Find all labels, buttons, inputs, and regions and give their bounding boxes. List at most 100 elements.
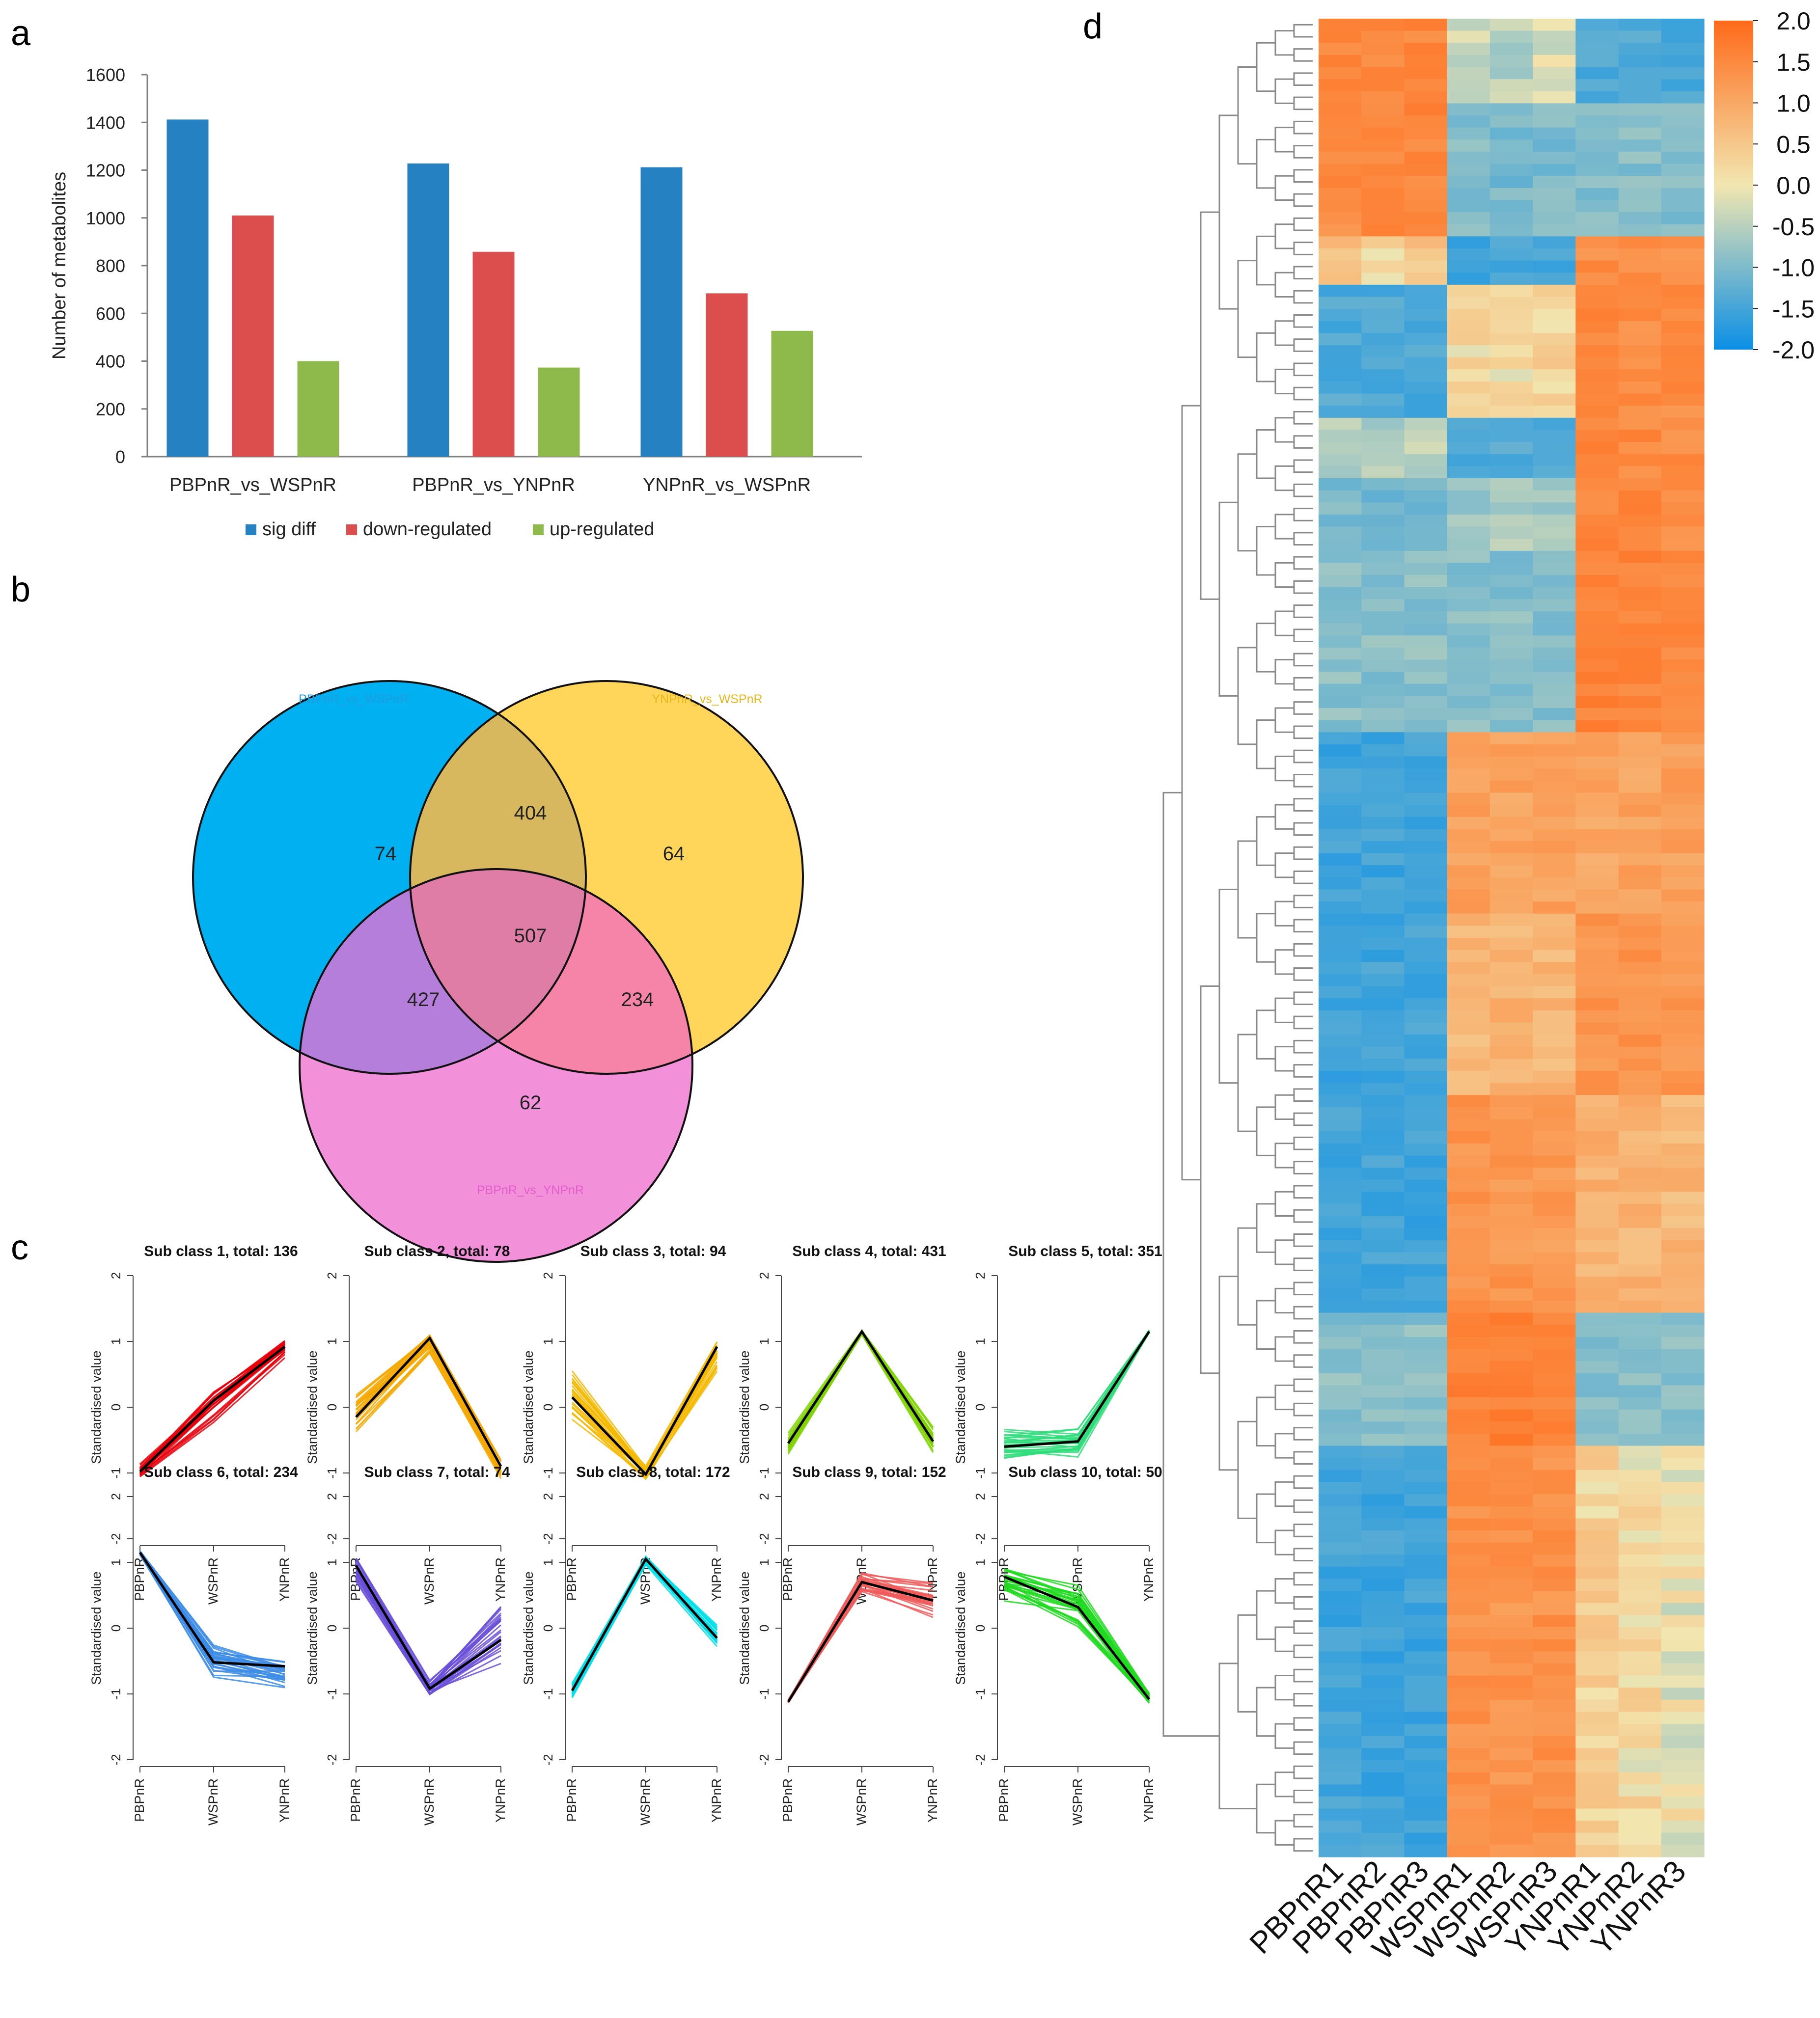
heatmap-cell — [1404, 1264, 1448, 1277]
heatmap-cell — [1447, 696, 1490, 709]
heatmap-cell — [1319, 19, 1362, 31]
heatmap-cell — [1661, 188, 1705, 201]
member-profile-line — [1004, 1332, 1150, 1448]
subclass-title: Sub class 10, total: 50 — [1008, 1464, 1162, 1480]
heatmap-cell — [1319, 1373, 1362, 1386]
dendrogram-branch — [1274, 175, 1294, 201]
heatmap-cell — [1404, 1022, 1448, 1035]
heatmap-cell — [1533, 1300, 1576, 1313]
heatmap-cell — [1361, 1821, 1405, 1833]
heatmap-cell — [1661, 1736, 1705, 1748]
heatmap-cell — [1447, 587, 1490, 600]
heatmap-cell — [1361, 236, 1405, 249]
heatmap-cell — [1489, 635, 1533, 648]
dendrogram-branch — [1293, 1427, 1313, 1441]
heatmap-cell — [1661, 1530, 1705, 1543]
heatmap-cell — [1489, 357, 1533, 370]
heatmap-cell — [1447, 1107, 1490, 1120]
heatmap-cell — [1661, 30, 1705, 43]
heatmap-cell — [1533, 1325, 1576, 1337]
heatmap-cell — [1361, 1107, 1405, 1120]
heatmap-cell — [1575, 877, 1619, 890]
heatmap-cell — [1618, 1216, 1662, 1228]
heatmap-cell — [1447, 1760, 1490, 1773]
y-tick-label: 0 — [115, 447, 125, 467]
legend-label: sig diff — [262, 519, 316, 540]
heatmap-cell — [1575, 357, 1619, 370]
heatmap-cell — [1361, 1506, 1405, 1519]
heatmap-cell — [1533, 1542, 1576, 1555]
heatmap-cell — [1533, 1554, 1576, 1567]
heatmap-cell — [1404, 732, 1448, 745]
colorbar-tick-label: 1.0 — [1776, 90, 1811, 117]
heatmap-cell — [1404, 1312, 1448, 1325]
heatmap-cell — [1618, 1470, 1662, 1483]
heatmap-cell — [1447, 67, 1490, 80]
heatmap-cell — [1489, 877, 1533, 890]
heatmap-cell — [1533, 926, 1576, 938]
heatmap-cell — [1533, 938, 1576, 951]
heatmap-cell — [1489, 1542, 1533, 1555]
heatmap-cell — [1618, 1796, 1662, 1809]
heatmap-cell — [1533, 1059, 1576, 1071]
heatmap-cell — [1533, 865, 1576, 878]
heatmap-cell — [1404, 1168, 1448, 1180]
heatmap-cell — [1618, 611, 1662, 624]
heatmap-cell — [1575, 1639, 1619, 1652]
heatmap-cell — [1361, 962, 1405, 975]
heatmap-cell — [1575, 708, 1619, 721]
member-profile-line — [787, 1331, 934, 1444]
heatmap-cell — [1489, 817, 1533, 829]
heatmap-cell — [1575, 539, 1619, 551]
member-profile-line — [787, 1331, 934, 1443]
heatmap-cell — [1575, 1312, 1619, 1325]
heatmap-cell — [1489, 1119, 1533, 1132]
subclass-chart-4: Sub class 4, total: 431-2-1012Standardis… — [737, 1243, 946, 1605]
heatmap-cell — [1661, 865, 1705, 878]
heatmap-cell — [1489, 1458, 1533, 1471]
heatmap-cell — [1575, 333, 1619, 346]
heatmap-cell — [1489, 1518, 1533, 1531]
heatmap-cell — [1575, 127, 1619, 140]
heatmap-cell — [1618, 732, 1662, 745]
heatmap-cell — [1447, 1035, 1490, 1047]
heatmap-cell — [1489, 587, 1533, 600]
heatmap-cell — [1575, 1712, 1619, 1724]
heatmap-cell — [1533, 1240, 1576, 1253]
heatmap-cell — [1618, 1252, 1662, 1265]
member-profile-line — [139, 1342, 285, 1465]
heatmap-cell — [1661, 406, 1705, 418]
member-profile-line — [355, 1350, 502, 1479]
x-tick-label: PBPnR — [564, 1778, 579, 1822]
heatmap-cell — [1618, 1046, 1662, 1059]
heatmap-cell — [1575, 672, 1619, 684]
heatmap-cell — [1618, 805, 1662, 818]
heatmap-cell — [1361, 454, 1405, 466]
heatmap-cell — [1404, 164, 1448, 176]
heatmap-cell — [1404, 926, 1448, 938]
bar-down-regulated-3 — [706, 293, 748, 457]
heatmap-cell — [1404, 490, 1448, 503]
heatmap-cell — [1661, 127, 1705, 140]
heatmap-cell — [1404, 248, 1448, 261]
heatmap-cell — [1319, 1312, 1362, 1325]
member-profile-line — [787, 1331, 934, 1451]
heatmap-cell — [1618, 260, 1662, 273]
y-tick-label: 1200 — [86, 161, 125, 181]
heatmap-cell — [1447, 647, 1490, 660]
dendrogram-branch — [1293, 822, 1313, 836]
x-tick-label: PBPnR — [132, 1778, 147, 1822]
heatmap-cell — [1361, 1591, 1405, 1604]
heatmap-cell — [1319, 67, 1362, 80]
heatmap-cell — [1661, 1046, 1705, 1059]
heatmap-cell — [1319, 877, 1362, 890]
dendrogram-branch — [1274, 1578, 1294, 1604]
heatmap-cell — [1489, 1445, 1533, 1458]
x-tick-label: PBPnR — [348, 1778, 363, 1822]
heatmap-cell — [1618, 1832, 1662, 1845]
heatmap-cell — [1618, 1228, 1662, 1241]
heatmap-cell — [1661, 1264, 1705, 1277]
member-profile-line — [787, 1330, 934, 1442]
dendrogram-branch — [1293, 96, 1313, 110]
heatmap-cell — [1447, 91, 1490, 104]
